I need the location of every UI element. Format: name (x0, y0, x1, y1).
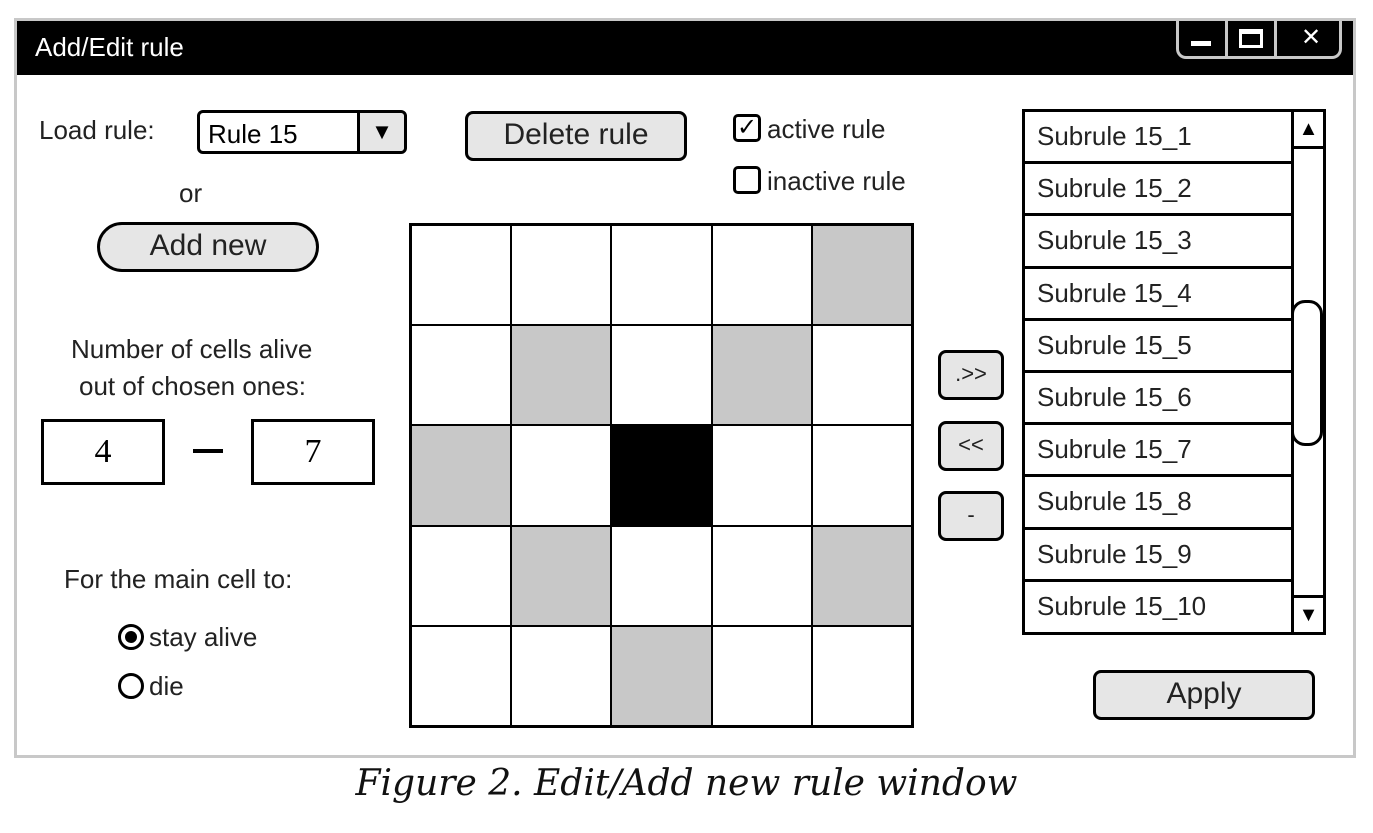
cells-alive-label-line1: Number of cells alive (71, 334, 313, 364)
delete-rule-button[interactable]: Delete rule (465, 111, 687, 161)
die-radio[interactable] (118, 673, 144, 699)
grid-cell[interactable] (611, 525, 712, 626)
stay-alive-radio[interactable] (118, 624, 144, 650)
inactive-rule-checkbox[interactable] (733, 166, 761, 194)
main-cell-label: For the main cell to: (64, 564, 293, 594)
grid-cell[interactable] (411, 525, 512, 626)
remove-subrule-button[interactable]: << (938, 421, 1004, 471)
list-item[interactable]: Subrule 15_8 (1025, 477, 1291, 530)
scroll-up-icon[interactable]: ▲ (1294, 112, 1323, 149)
neighborhood-grid (409, 223, 914, 728)
list-item[interactable]: Subrule 15_2 (1025, 164, 1291, 217)
grid-cell[interactable] (511, 425, 612, 526)
grid-cell[interactable] (811, 625, 912, 726)
list-item[interactable]: Subrule 15_1 (1025, 112, 1291, 165)
grid-cell[interactable] (811, 325, 912, 426)
list-item[interactable]: Subrule 15_10 (1037, 590, 1207, 621)
window-title: Add/Edit rule (35, 32, 184, 62)
grid-cell[interactable] (511, 325, 612, 426)
cells-alive-min-input[interactable]: 4 (41, 419, 165, 485)
grid-cell[interactable] (411, 625, 512, 726)
close-icon[interactable] (1277, 21, 1339, 56)
list-item[interactable]: Subrule 15_4 (1025, 269, 1291, 321)
grid-cell[interactable] (811, 225, 912, 326)
minus-button[interactable]: - (938, 491, 1004, 541)
grid-cell[interactable] (711, 425, 812, 526)
figure-caption: Figure 2. Edit/Add new rule window (355, 763, 1018, 804)
grid-cell[interactable] (811, 525, 912, 626)
grid-cell[interactable] (411, 325, 512, 426)
minimize-icon[interactable] (1179, 21, 1228, 56)
grid-cell[interactable] (611, 625, 712, 726)
list-item[interactable]: Subrule 15_3 (1025, 216, 1291, 269)
grid-cell[interactable] (611, 325, 712, 426)
scrollbar[interactable]: ▲ ▼ (1291, 112, 1323, 632)
apply-button[interactable]: Apply (1093, 670, 1315, 720)
grid-cell[interactable] (611, 225, 712, 326)
die-label: die (149, 671, 184, 701)
add-subrule-button[interactable]: .>> (938, 350, 1004, 400)
list-item[interactable]: Subrule 15_9 (1025, 530, 1291, 582)
list-item[interactable]: Subrule 15_6 (1025, 373, 1291, 426)
grid-cell[interactable] (711, 225, 812, 326)
or-label: or (179, 178, 203, 208)
grid-cell[interactable] (411, 425, 512, 526)
chevron-down-icon[interactable]: ▼ (357, 113, 404, 151)
grid-cell[interactable] (711, 325, 812, 426)
title-bar: Add/Edit rule (17, 21, 1353, 75)
cells-alive-label-line2: out of chosen ones: (79, 371, 306, 401)
add-new-button[interactable]: Add new (97, 222, 319, 272)
subrule-list-items: Subrule 15_1 Subrule 15_2 Subrule 15_3 Subr… (1025, 112, 1291, 634)
load-rule-select[interactable]: Rule 15 ▼ (197, 110, 407, 154)
grid-cell[interactable] (711, 525, 812, 626)
inactive-rule-label: inactive rule (767, 166, 906, 196)
grid-cell[interactable] (411, 225, 512, 326)
stay-alive-label: stay alive (149, 622, 258, 652)
list-item[interactable]: Subrule 15_7 (1025, 425, 1291, 478)
main-cell[interactable] (611, 425, 712, 526)
grid-cell[interactable] (711, 625, 812, 726)
active-rule-label: active rule (767, 114, 886, 144)
window-controls (1176, 21, 1342, 59)
grid-cell[interactable] (511, 525, 612, 626)
subrule-list[interactable]: Subrule 15_1 Subrule 15_2 Subrule 15_3 Subr… (1022, 109, 1326, 635)
checkmark-icon: ✓ (736, 114, 758, 141)
load-rule-selected: Rule 15 (208, 119, 298, 149)
scroll-thumb[interactable] (1291, 300, 1323, 446)
grid-cell[interactable] (511, 625, 612, 726)
grid-cell[interactable] (511, 225, 612, 326)
grid-cell[interactable] (811, 425, 912, 526)
cells-alive-max-input[interactable]: 7 (251, 419, 375, 485)
load-rule-label: Load rule: (39, 115, 155, 145)
maximize-icon[interactable] (1228, 21, 1277, 56)
range-dash (193, 449, 223, 453)
list-item[interactable]: Subrule 15_5 (1025, 321, 1291, 373)
scroll-down-icon[interactable]: ▼ (1294, 595, 1323, 632)
add-edit-rule-window: Add/Edit rule Load rule: Rule 15 ▼ or Ad… (14, 18, 1356, 758)
active-rule-checkbox[interactable]: ✓ (733, 114, 761, 142)
